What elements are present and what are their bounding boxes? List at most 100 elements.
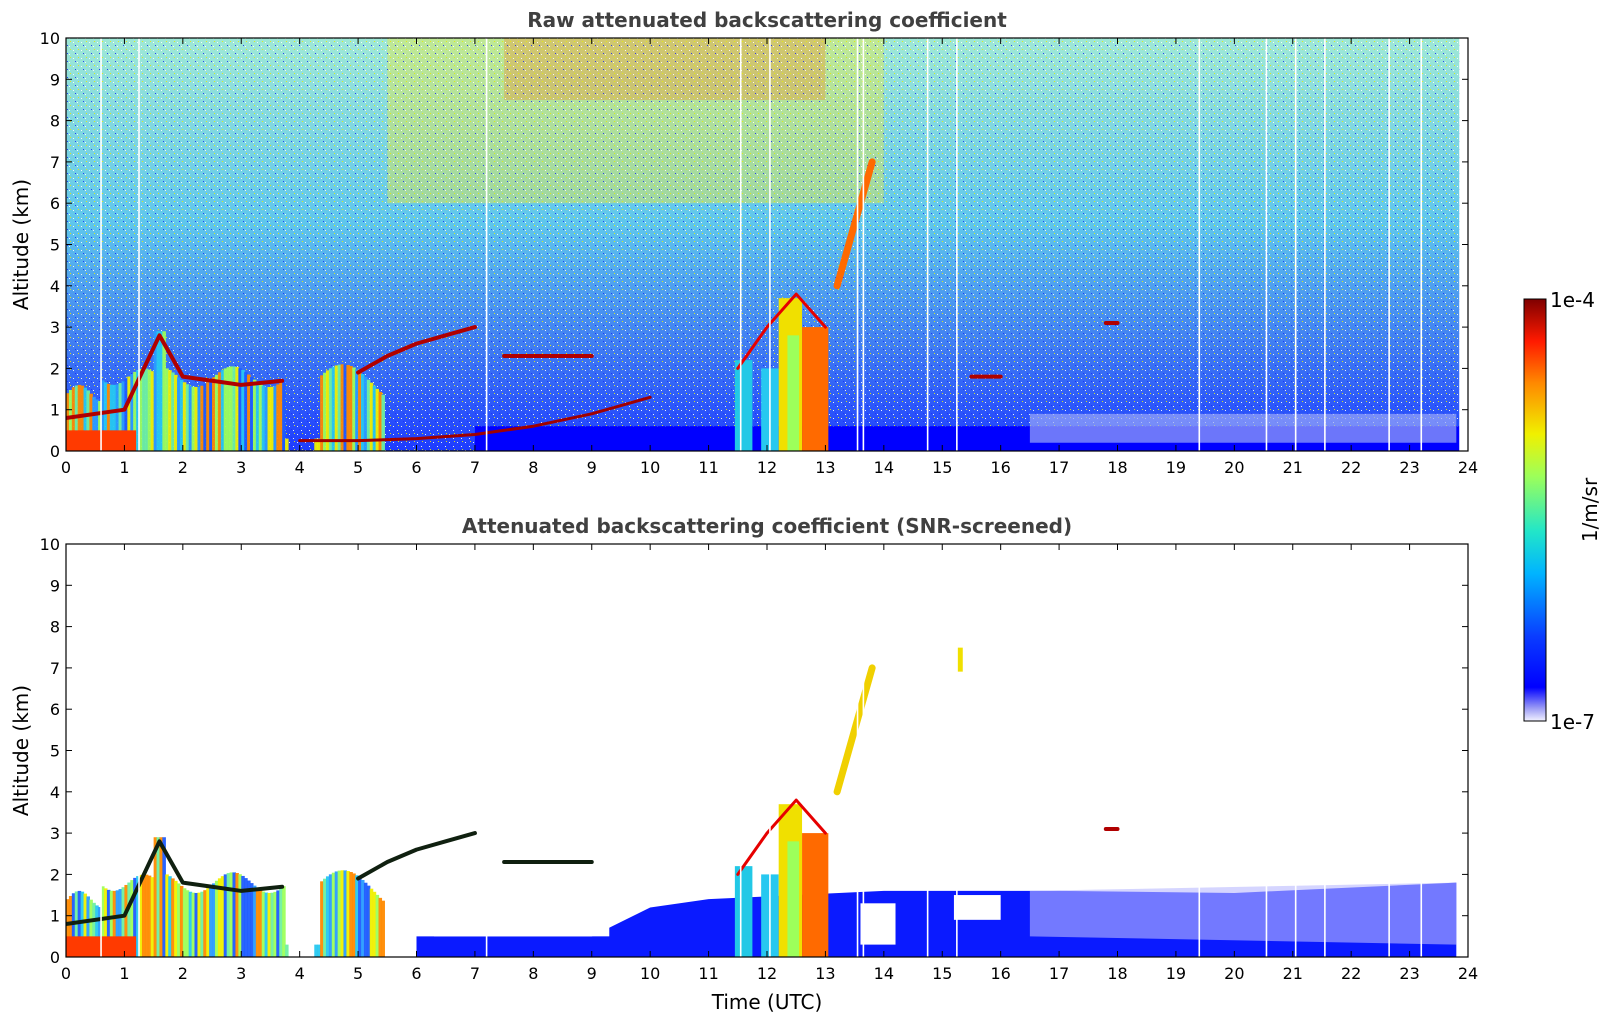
backscatter-column (317, 944, 321, 957)
y-tick-label: 3 (50, 824, 60, 843)
backscatter-column (95, 905, 99, 957)
backscatter-column (156, 331, 161, 451)
backscatter-column (86, 390, 90, 451)
backscatter-column (150, 877, 155, 957)
backscatter-column (71, 893, 76, 957)
backscatter-column (144, 874, 149, 957)
screened-out-area (434, 874, 610, 937)
backscatter-column (337, 870, 342, 957)
backscatter-column (352, 873, 356, 957)
backscatter-column (232, 872, 237, 957)
backscatter-column (203, 384, 207, 451)
x-tick-label: 18 (1107, 458, 1127, 477)
backscatter-column (89, 899, 93, 957)
cloud-feature (957, 647, 963, 672)
x-tick-label: 17 (1049, 964, 1069, 983)
x-tick-label: 8 (528, 458, 538, 477)
backscatter-column (229, 366, 234, 451)
x-tick-label: 18 (1107, 964, 1127, 983)
backscatter-column (214, 374, 219, 451)
x-tick-label: 1 (119, 964, 129, 983)
x-tick-label: 16 (990, 964, 1010, 983)
backscatter-column (68, 895, 73, 957)
backscatter-column (255, 381, 260, 451)
backscatter-column (238, 874, 242, 957)
backscatter-column (361, 879, 365, 957)
backscatter-column (174, 374, 178, 451)
x-tick-label: 0 (61, 964, 71, 983)
weak-signal-fill (1029, 882, 1457, 945)
layer-boundary-layer (66, 333, 285, 420)
backscatter-column (141, 368, 146, 451)
colorbar-max-label: 1e-4 (1550, 288, 1595, 312)
backscatter-column (381, 394, 385, 451)
x-tick-label: 7 (470, 458, 480, 477)
backscatter-column (366, 885, 371, 957)
layer-elevated-layer (356, 831, 477, 881)
x-tick-label: 17 (1049, 458, 1069, 477)
backscatter-column (325, 370, 330, 451)
backscatter-column (378, 897, 383, 957)
x-tick-label: 21 (1283, 964, 1303, 983)
backscatter-column (133, 877, 137, 957)
backscatter-column (337, 364, 342, 451)
colorbar (1523, 298, 1547, 722)
backscatter-column (182, 382, 187, 451)
backscatter-column (179, 885, 184, 957)
backscatter-column (206, 382, 210, 451)
x-axis-label: Time (UTC) (711, 990, 823, 1014)
x-tick-label: 13 (815, 458, 835, 477)
backscatter-column (241, 875, 245, 957)
x-tick-label: 4 (295, 964, 305, 983)
backscatter-column (340, 364, 345, 451)
backscatter-column (226, 873, 231, 957)
backscatter-column (156, 837, 161, 957)
backscatter-column (133, 371, 137, 451)
backscatter-column (366, 379, 371, 451)
y-tick-label: 1 (50, 401, 60, 420)
backscatter-column (334, 871, 339, 957)
backscatter-column (191, 892, 196, 957)
backscatter-column (314, 944, 318, 957)
backscatter-column (247, 880, 251, 957)
backscatter-column (220, 876, 225, 957)
backscatter-column (223, 368, 228, 451)
backscatter-column (276, 384, 280, 451)
backscatter-column (270, 386, 274, 451)
backscatter-column (325, 876, 330, 957)
backscatter-column (98, 401, 102, 451)
y-axis-label-1: Altitude (km) (9, 179, 33, 310)
x-tick-label: 19 (1166, 458, 1186, 477)
backscatter-column (200, 385, 204, 451)
layer-cirrus (833, 664, 876, 796)
layer-cirrus (833, 158, 876, 290)
backscatter-column (127, 376, 131, 451)
backscatter-column (323, 372, 327, 451)
backscatter-column (381, 900, 385, 957)
backscatter-column (159, 331, 163, 451)
backscatter-column (98, 907, 102, 957)
y-tick-label: 7 (50, 659, 60, 678)
x-tick-label: 19 (1166, 964, 1186, 983)
backscatter-column (209, 379, 213, 451)
backscatter-column (320, 881, 324, 957)
y-tick-label: 0 (50, 442, 60, 461)
x-tick-label: 23 (1399, 964, 1419, 983)
backscatter-column (273, 385, 277, 451)
x-tick-label: 11 (698, 964, 718, 983)
y-tick-label: 6 (50, 194, 60, 213)
x-tick-label: 16 (990, 458, 1010, 477)
backscatter-column (331, 366, 336, 451)
heatmap-2 (66, 544, 1468, 957)
backscatter-column (121, 381, 126, 451)
backscatter-column (101, 380, 105, 451)
backscatter-column (176, 377, 181, 451)
backscatter-column (343, 364, 347, 451)
screened-out-area (953, 895, 1001, 920)
convective-cloud (787, 335, 800, 451)
heatmap-1 (66, 38, 1468, 451)
backscatter-column (355, 369, 359, 451)
backscatter-column (250, 377, 254, 451)
backscatter-column (92, 902, 96, 957)
backscatter-column (83, 893, 88, 957)
